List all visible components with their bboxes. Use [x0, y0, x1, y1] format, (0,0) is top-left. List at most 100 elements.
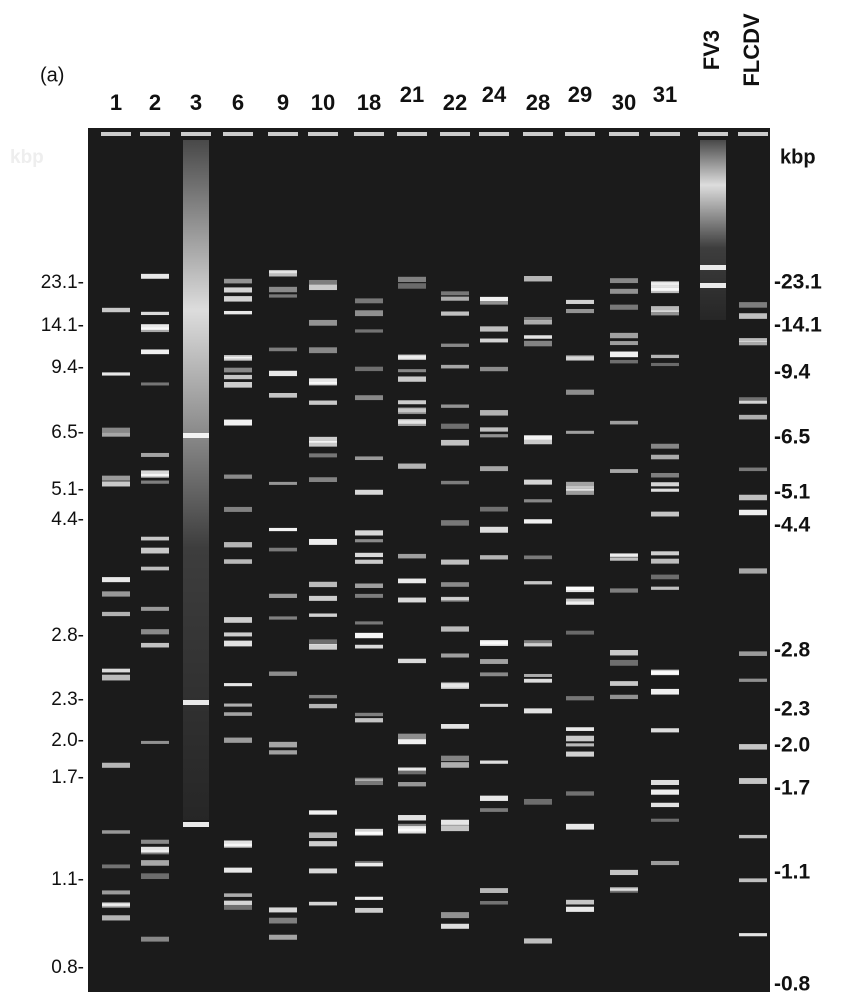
band	[610, 304, 638, 310]
band	[141, 860, 169, 866]
lane-label: FV3	[699, 30, 724, 70]
band	[610, 341, 638, 346]
band	[651, 728, 679, 733]
well	[140, 132, 170, 136]
left-marker: 1.1-	[51, 869, 84, 890]
band	[566, 735, 594, 742]
band	[651, 482, 679, 487]
band	[480, 659, 508, 664]
well	[181, 132, 211, 136]
band	[224, 712, 252, 716]
left-marker: 2.3-	[51, 689, 84, 710]
band	[309, 284, 337, 291]
band	[441, 653, 469, 658]
band	[610, 332, 638, 339]
band	[141, 452, 169, 457]
band	[524, 439, 552, 445]
band	[480, 410, 508, 416]
band	[566, 356, 594, 361]
band	[610, 288, 638, 294]
band	[309, 810, 337, 815]
band	[224, 310, 252, 315]
lane-label: 29	[568, 82, 592, 107]
band	[355, 489, 383, 495]
band	[610, 659, 638, 666]
band	[309, 477, 337, 483]
band	[309, 378, 337, 384]
band	[739, 933, 767, 937]
band	[610, 869, 638, 876]
band	[651, 454, 679, 460]
band	[480, 526, 508, 533]
left-marker: 9.4-	[51, 357, 84, 378]
band	[355, 907, 383, 913]
band	[480, 506, 508, 512]
band	[700, 283, 726, 288]
right-marker: -14.1	[774, 314, 822, 337]
band	[566, 486, 594, 491]
band	[566, 899, 594, 905]
band	[141, 324, 169, 330]
band	[224, 683, 252, 687]
band	[739, 678, 767, 682]
band	[355, 539, 383, 543]
band	[102, 915, 130, 921]
band	[739, 509, 767, 516]
right-marker: -4.4	[774, 514, 811, 537]
band	[309, 832, 337, 838]
band	[398, 369, 426, 373]
panel-label: (a)	[40, 64, 64, 86]
band	[355, 593, 383, 598]
band	[651, 779, 679, 785]
band	[398, 553, 426, 559]
lane-label: 9	[277, 90, 289, 115]
band	[141, 480, 169, 484]
band	[739, 467, 767, 472]
band	[355, 366, 383, 372]
band	[651, 362, 679, 367]
band	[651, 574, 679, 580]
band	[566, 430, 594, 434]
band	[610, 887, 638, 891]
band	[398, 283, 426, 289]
band	[524, 319, 552, 325]
band	[739, 400, 767, 404]
band	[651, 818, 679, 822]
band	[700, 265, 726, 270]
band	[398, 823, 426, 830]
lane-label: 31	[653, 82, 677, 107]
band	[269, 593, 297, 598]
band	[651, 288, 679, 294]
band	[102, 611, 130, 617]
well	[223, 132, 253, 136]
band	[524, 335, 552, 339]
right-marker: -1.1	[774, 861, 811, 884]
band	[739, 341, 767, 346]
band	[269, 616, 297, 620]
band	[269, 750, 297, 755]
band	[610, 553, 638, 557]
band	[398, 658, 426, 664]
band	[651, 688, 679, 695]
band	[441, 296, 469, 301]
band	[355, 583, 383, 588]
band	[102, 577, 130, 583]
right-marker: -9.4	[774, 361, 811, 384]
band	[398, 400, 426, 405]
band	[224, 737, 252, 743]
band	[651, 511, 679, 517]
band	[355, 456, 383, 461]
band	[566, 598, 594, 605]
band	[566, 488, 594, 495]
band	[224, 381, 252, 388]
band	[480, 338, 508, 343]
lane-label: 1	[110, 90, 122, 115]
band	[441, 520, 469, 526]
band	[480, 888, 508, 893]
band	[355, 779, 383, 786]
well	[268, 132, 298, 136]
band	[355, 718, 383, 723]
band	[610, 557, 638, 561]
band	[102, 372, 130, 376]
band	[480, 672, 508, 677]
